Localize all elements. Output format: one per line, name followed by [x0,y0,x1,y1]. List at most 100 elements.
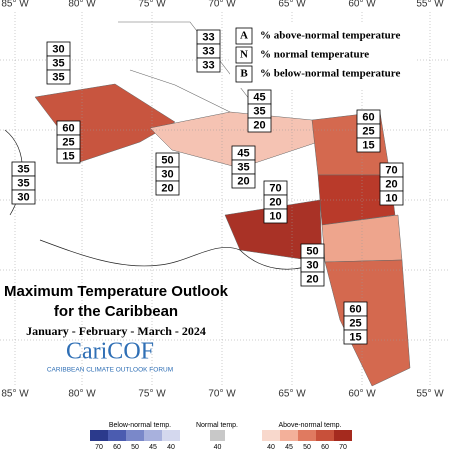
lon-label-top: 85° W [1,0,29,10]
legend-bg [230,24,416,88]
title: Maximum Temperature Outlook [4,283,229,300]
region-value: 30 [52,43,64,55]
region-value: 45 [253,91,265,103]
region-box [46,69,71,85]
lon-label-bottom: 65° W [278,389,306,400]
region-value: 20 [306,273,318,285]
region-value: 20 [253,119,265,131]
region-value: 35 [52,57,64,69]
colorbar-tick: 40 [267,444,275,450]
lon-label-top: 70° W [208,0,236,10]
legend-key: B [240,68,248,80]
legend-label: % above-normal temperature [260,30,400,42]
region-value: 25 [62,136,74,148]
legend-label: % normal temperature [260,49,369,61]
region-value: 20 [269,196,281,208]
region-value: 35 [237,161,249,173]
region-value: 10 [385,192,397,204]
region-box [356,137,381,153]
region-value: 70 [269,182,281,194]
region-value: 30 [161,168,173,180]
region-guianas [324,259,411,387]
region-value: 60 [62,122,74,134]
region-box [300,271,325,287]
colorbar-swatch [108,430,126,441]
period: January - February - March - 2024 [26,324,206,338]
colorbar-tick: 50 [131,444,139,450]
lon-label-bottom: 75° W [138,389,166,400]
legend [230,24,416,88]
region-value: 60 [349,303,361,315]
colorbar-swatch [90,430,108,441]
region-value: 20 [161,182,173,194]
region-value: 35 [17,177,29,189]
region-value: 45 [237,147,249,159]
legend-key-box [235,46,253,64]
lon-label-top: 75° W [138,0,166,10]
legend-key-box [235,27,253,45]
colorbar-swatch [262,430,280,441]
legend-key: N [240,49,248,61]
region-value: 20 [237,175,249,187]
colorbar-tick: 70 [339,444,347,450]
colorbar-label: Normal temp. [196,422,238,429]
colorbar-swatch [144,430,162,441]
region-value: 33 [202,45,214,57]
region-box [231,173,256,189]
region-value: 30 [17,191,29,203]
region-value: 35 [253,105,265,117]
region-value: 15 [362,139,374,151]
region-value: 35 [17,163,29,175]
region-value: 20 [385,178,397,190]
lon-label-bottom: 80° W [68,389,96,400]
region-value: 30 [306,259,318,271]
colorbar-swatch [162,430,180,441]
colorbar-swatch [280,430,298,441]
regions-fill [4,21,411,387]
region-box [343,329,368,345]
lon-label-top: 65° W [278,0,306,10]
lon-label-top: 80° W [68,0,96,10]
region-value: 25 [349,317,361,329]
region-box [155,180,180,196]
region-windward [317,174,396,226]
colorbar-tick: 40 [167,444,175,450]
region-value: 50 [161,154,173,166]
region-value: 33 [202,59,214,71]
region-value: 70 [385,164,397,176]
colorbar-tick: 40 [214,444,222,450]
region-box [56,148,81,164]
colorbar-tick: 45 [149,444,157,450]
region-outline [129,69,231,113]
legend-key-box [235,65,253,83]
region-value: 50 [306,245,318,257]
region-value: 35 [52,71,64,83]
region-box [379,190,404,206]
colorbar-tick: 60 [113,444,121,450]
lon-label-top: 55° W [416,0,444,10]
colorbar-label: Above-normal temp. [278,422,341,429]
region-value: 25 [362,125,374,137]
region-box [196,57,221,73]
lon-label-bottom: 85° W [1,389,29,400]
region-box [263,208,288,224]
logo-caption: CARIBBEAN CLIMATE OUTLOOK FORUM [47,367,173,374]
subtitle: for the Caribbean [54,303,178,320]
logo: CariCOF [66,339,154,365]
lon-label-bottom: 60° W [348,389,376,400]
colorbar-swatch [334,430,352,441]
lon-label-bottom: 55° W [416,389,444,400]
colorbar-tick: 45 [285,444,293,450]
region-box [11,189,36,205]
region-value: 15 [62,150,74,162]
colorbar-label: Below-normal temp. [109,422,171,429]
region-value: 10 [269,210,281,222]
colorbar-swatch [298,430,316,441]
region-value: 60 [362,111,374,123]
legend-key: A [240,30,248,42]
colorbar-swatch [126,430,144,441]
colorbar-tick: 70 [95,444,103,450]
region-value: 33 [202,31,214,43]
colorbar-tick: 60 [321,444,329,450]
